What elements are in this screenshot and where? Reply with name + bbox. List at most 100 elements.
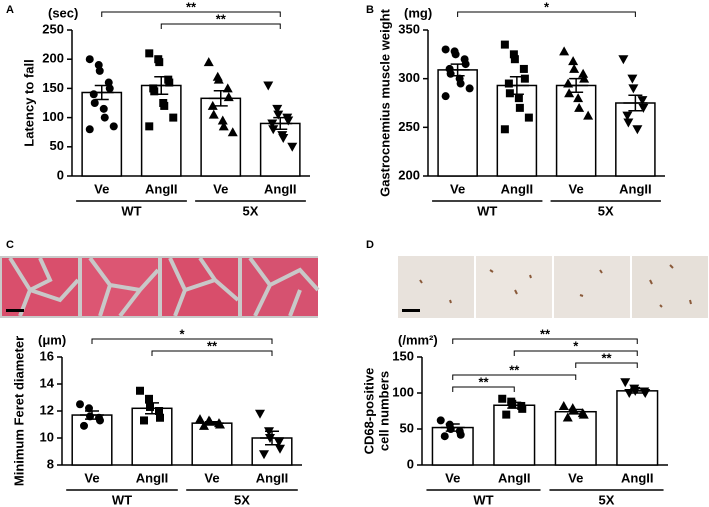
data-point: [515, 103, 524, 112]
data-point: [160, 101, 169, 110]
y-axis-label: cell numbers: [376, 371, 391, 451]
data-point: [264, 427, 274, 437]
data-point: [90, 99, 99, 107]
y-tick-label: 200: [42, 51, 64, 66]
data-point: [456, 430, 465, 439]
data-point: [85, 404, 93, 413]
y-tick-label: 150: [42, 80, 64, 95]
data-point: [145, 49, 154, 58]
error-bar: [623, 94, 648, 112]
data-point: [637, 96, 648, 106]
data-point: [169, 113, 178, 122]
data-point: [568, 56, 579, 66]
error-bar: [149, 75, 174, 95]
x-tick-label: AngII: [501, 181, 534, 196]
significance-label: **: [186, 0, 197, 14]
data-point: [85, 55, 94, 64]
group-label: 5X: [243, 203, 259, 218]
significance-label: **: [478, 374, 489, 389]
significance-bracket: [452, 338, 638, 344]
data-point: [563, 78, 574, 88]
bar: [493, 404, 536, 466]
data-point: [140, 416, 148, 425]
data-point: [500, 125, 509, 134]
data-point: [441, 92, 450, 101]
data-point: [564, 88, 575, 98]
x-tick-label: Ve: [213, 181, 228, 196]
panel-label: B: [366, 4, 374, 16]
data-point: [628, 84, 639, 94]
data-point: [146, 402, 154, 411]
histology-d: [398, 256, 708, 318]
significance-bracket: [101, 11, 281, 17]
y-unit: (mg): [404, 5, 432, 20]
y-tick-label: 250: [398, 119, 420, 134]
data-point: [562, 412, 573, 422]
data-point: [508, 399, 517, 408]
data-point: [456, 79, 465, 88]
data-point: [255, 409, 265, 419]
y-axis-label: Latency to fall: [21, 59, 36, 146]
data-point: [440, 432, 449, 441]
data-point: [583, 110, 594, 120]
histology-membrane: [8, 256, 320, 318]
data-point: [283, 116, 294, 126]
data-point: [514, 94, 523, 103]
data-point: [96, 416, 104, 425]
bar: [131, 407, 173, 466]
data-point: [86, 412, 94, 421]
bar: [554, 410, 597, 466]
x-tick-label: Ve: [204, 470, 219, 485]
data-point: [100, 113, 109, 122]
data-point: [155, 58, 164, 67]
x-tick-label: Ve: [84, 470, 99, 485]
error-bar: [208, 89, 233, 107]
data-point: [217, 115, 228, 125]
data-point: [215, 419, 225, 429]
y-tick-label: 100: [392, 384, 414, 399]
bar: [81, 91, 123, 177]
x-tick-label: AngII: [264, 181, 297, 196]
data-point: [213, 74, 224, 84]
data-point: [278, 134, 289, 144]
group-label: 5X: [598, 203, 614, 218]
panel-label: D: [366, 239, 374, 251]
x-tick-label: AngII: [256, 470, 289, 485]
error-bar: [504, 75, 529, 95]
group-label: 5X: [234, 492, 250, 507]
significance-label: **: [216, 11, 227, 26]
data-point: [205, 416, 215, 426]
data-point: [76, 400, 84, 409]
y-tick-label: 12: [40, 402, 54, 417]
data-point: [520, 74, 529, 83]
data-point: [451, 50, 460, 59]
y-tick-label: 250: [42, 21, 64, 36]
data-point: [509, 50, 518, 59]
x-tick-label: Ve: [94, 181, 109, 196]
significance-label: *: [573, 338, 579, 353]
group-label: WT: [473, 492, 493, 507]
data-point: [95, 66, 104, 75]
data-point: [218, 121, 229, 131]
significance-bracket: [575, 362, 638, 368]
y-tick-label: 150: [392, 348, 414, 363]
data-point: [155, 407, 163, 415]
histology-tile: [242, 258, 318, 316]
y-tick-label: 300: [398, 70, 420, 85]
histology-c: [0, 256, 320, 318]
x-tick-label: AngII: [621, 470, 654, 485]
data-point: [208, 109, 219, 119]
data-point: [145, 394, 153, 403]
data-point: [267, 119, 278, 129]
error-bar: [445, 63, 470, 77]
data-point: [195, 414, 205, 424]
data-point: [579, 73, 590, 83]
data-point: [500, 40, 509, 49]
data-point: [559, 46, 570, 56]
bar: [191, 422, 233, 466]
data-point: [222, 83, 233, 93]
data-point: [573, 93, 584, 103]
data-point: [502, 410, 511, 419]
data-point: [510, 55, 519, 64]
bar: [431, 426, 474, 466]
